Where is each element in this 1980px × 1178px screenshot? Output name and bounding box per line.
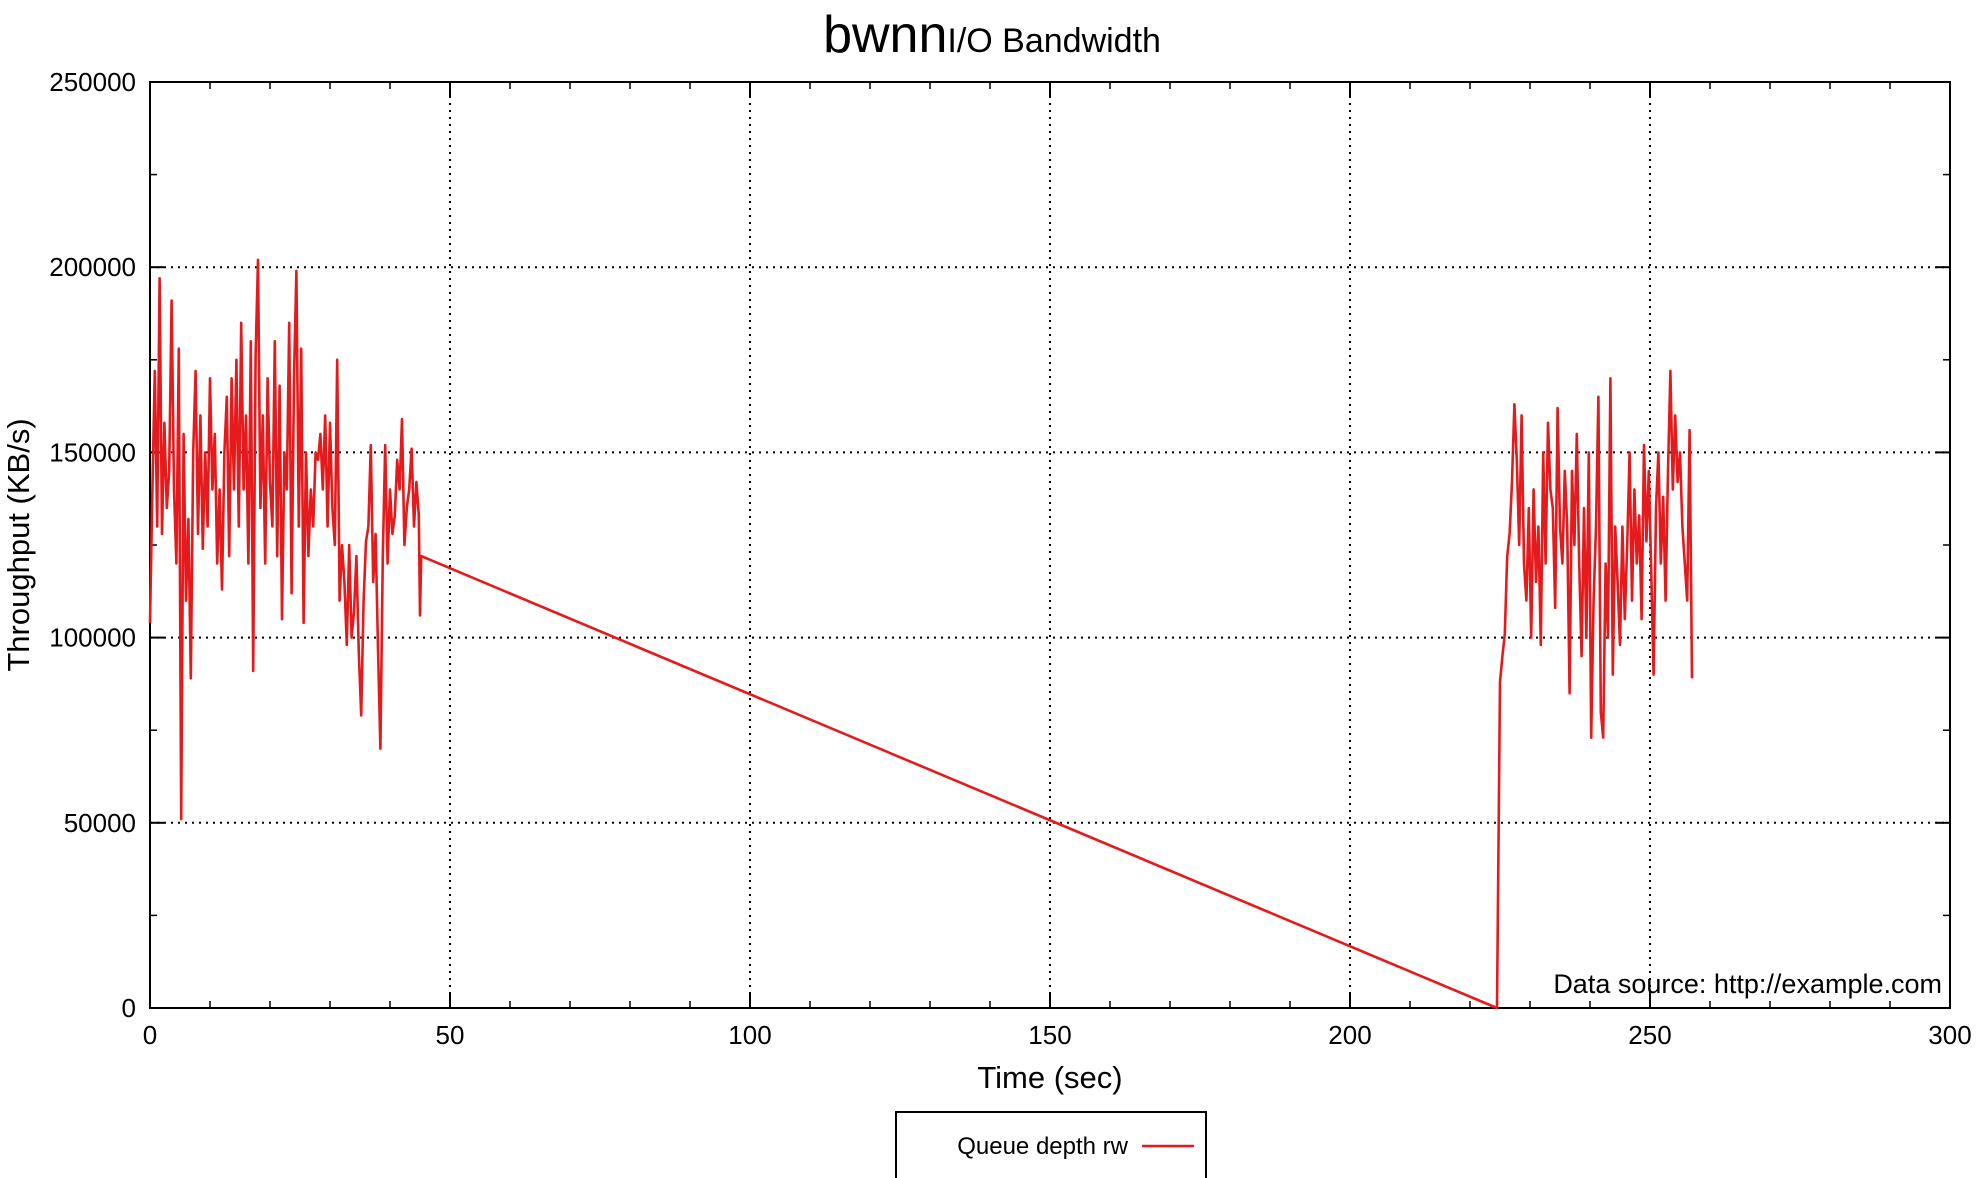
x-tick-label: 100 — [728, 1020, 771, 1050]
legend-label-queue-depth-rw: Queue depth rw — [957, 1133, 1128, 1160]
chart-title-sub: I/O Bandwidth — [947, 22, 1161, 60]
y-tick-label: 150000 — [49, 437, 136, 467]
x-tick-label: 50 — [436, 1020, 465, 1050]
x-tick-label: 250 — [1628, 1020, 1671, 1050]
x-tick-label: 0 — [143, 1020, 157, 1050]
y-tick-label: 100000 — [49, 623, 136, 653]
chart-title-main: bwnn — [823, 6, 947, 64]
plot-frame — [149, 81, 1951, 1009]
x-tick-label: 200 — [1328, 1020, 1371, 1050]
legend: Queue depth rw — [895, 1111, 1207, 1178]
y-tick-label: 0 — [122, 993, 136, 1023]
x-axis-label: Time (sec) — [977, 1060, 1122, 1095]
x-tick-label: 150 — [1028, 1020, 1071, 1050]
y-tick-labels: 0 50000 100000 150000 200000 250000 — [49, 67, 136, 1023]
y-tick-label: 50000 — [64, 808, 136, 838]
x-tick-label: 300 — [1928, 1020, 1971, 1050]
chart-title: bwnnI/O Bandwidth — [823, 6, 1161, 64]
y-tick-label: 250000 — [49, 67, 136, 97]
x-tick-labels: 0 50 100 150 200 250 300 — [143, 1020, 1972, 1050]
y-axis-label: Throughput (KB/s) — [1, 418, 36, 671]
data-source-annotation: Data source: http://example.com — [1553, 969, 1942, 999]
y-tick-label: 200000 — [49, 252, 136, 282]
series-line-queue-depth-rw — [148, 258, 1694, 1010]
